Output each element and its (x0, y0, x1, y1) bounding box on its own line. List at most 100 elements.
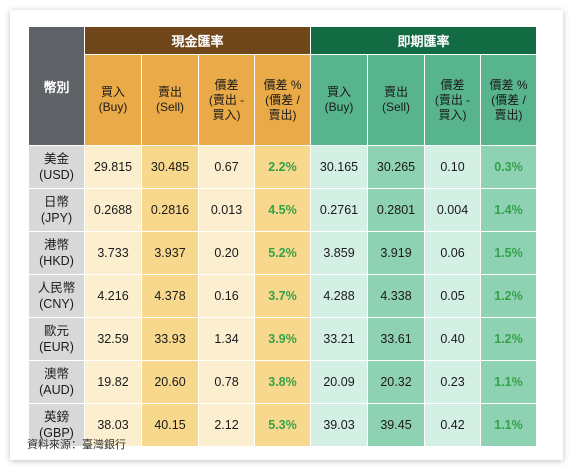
spot-buy-header: 買入 (Buy) (310, 54, 368, 146)
table-row: 日幣 (JPY) 0.2688 0.2816 0.013 4.5% 0.2761 0.2801… (28, 188, 537, 232)
data-source-note: 資料來源：臺灣銀行 (27, 438, 126, 451)
spot-spread-cell: 0.40 (424, 317, 481, 361)
spot-buy-cell: 20.09 (310, 360, 368, 404)
cash-spread-pct-cell: 3.8% (254, 360, 311, 404)
cash-spread-pct-cell: 3.7% (254, 274, 311, 318)
currency-name: 美金 (43, 152, 69, 166)
header-line: 賣出) (494, 107, 523, 122)
currency-name: 澳幣 (43, 367, 69, 381)
cash-spread-pct-cell: 3.9% (254, 317, 311, 361)
cash-sell-cell: 4.378 (141, 274, 199, 318)
currency-cell: 歐元 (EUR) (28, 317, 85, 361)
currency-name: 人民幣 (37, 281, 76, 295)
spot-spread-cell: 0.10 (424, 145, 481, 189)
cash-buy-header: 買入 (Buy) (84, 54, 142, 146)
spot-spread-cell: 0.42 (424, 403, 481, 447)
spot-buy-cell: 3.859 (310, 231, 368, 275)
table-row: 美金 (USD) 29.815 30.485 0.67 2.2% 30.165 30.265 0… (28, 145, 537, 189)
table-row: 澳幣 (AUD) 19.82 20.60 0.78 3.8% 20.09 20.32 0.23 1… (28, 360, 537, 404)
cash-buy-cell: 19.82 (84, 360, 142, 404)
spot-spread-cell: 0.23 (424, 360, 481, 404)
header-line: 買入 (326, 85, 351, 99)
header-line: 賣出 (383, 85, 408, 99)
spot-spread-pct-cell: 0.3% (480, 145, 537, 189)
cash-spread-pct-cell: 4.5% (254, 188, 311, 232)
spot-spread-pct-header: 價差 % (價差 / 賣出) (480, 54, 537, 146)
currency-name: 港幣 (43, 238, 69, 252)
cash-spread-cell: 1.34 (198, 317, 255, 361)
cash-sell-cell: 3.937 (141, 231, 199, 275)
cash-spread-cell: 2.12 (198, 403, 255, 447)
spot-sell-header: 賣出 (Sell) (367, 54, 425, 146)
currency-code: (AUD) (39, 383, 74, 397)
header-line: 價差 % (489, 77, 528, 92)
spot-spread-pct-cell: 1.2% (480, 274, 537, 318)
currency-cell: 人民幣 (CNY) (28, 274, 85, 318)
spot-rate-header: 即期匯率 (310, 26, 537, 55)
spot-spread-pct-cell: 1.5% (480, 231, 537, 275)
header-line: (賣出 - (208, 92, 245, 107)
header-line: 賣出 (157, 85, 182, 99)
spot-sell-cell: 30.265 (367, 145, 425, 189)
cash-buy-cell: 32.59 (84, 317, 142, 361)
cash-sell-cell: 40.15 (141, 403, 199, 447)
spot-buy-cell: 30.165 (310, 145, 368, 189)
table-row: 人民幣 (CNY) 4.216 4.378 0.16 3.7% 4.288 4.338 0.05… (28, 274, 537, 318)
currency-code: (HKD) (39, 254, 74, 268)
header-line: (價差 / (265, 92, 300, 107)
cash-spread-pct-cell: 5.2% (254, 231, 311, 275)
header-line: (Buy) (98, 100, 128, 114)
cash-spread-pct-cell: 5.3% (254, 403, 311, 447)
spot-sell-cell: 39.45 (367, 403, 425, 447)
cash-spread-cell: 0.16 (198, 274, 255, 318)
spot-spread-header: 價差 (賣出 - 買入) (424, 54, 481, 146)
currency-cell: 美金 (USD) (28, 145, 85, 189)
cash-spread-header: 價差 (賣出 - 買入) (198, 54, 255, 146)
header-line: 賣出) (268, 107, 297, 122)
cash-buy-cell: 0.2688 (84, 188, 142, 232)
cash-sell-cell: 20.60 (141, 360, 199, 404)
header-line: 買入) (438, 107, 467, 122)
currency-cell: 英鎊 (GBP) (28, 403, 85, 447)
header-line: (價差 / (491, 92, 526, 107)
header-line: 買入) (212, 107, 241, 122)
header-line: 價差 (440, 77, 465, 92)
spot-spread-cell: 0.004 (424, 188, 481, 232)
rate-table-card: 幣別 現金匯率 即期匯率 買入 (Buy) 賣出 (Sell) 價差 (賣出 - 買入) 價差… (10, 10, 563, 460)
currency-code: (EUR) (39, 340, 74, 354)
currency-cell: 日幣 (JPY) (28, 188, 85, 232)
header-line: (Sell) (381, 100, 410, 114)
spot-sell-cell: 33.61 (367, 317, 425, 361)
spot-spread-pct-cell: 1.1% (480, 360, 537, 404)
spot-spread-pct-cell: 1.2% (480, 317, 537, 361)
currency-code: (GBP) (39, 426, 74, 440)
cash-spread-cell: 0.78 (198, 360, 255, 404)
currency-code: (CNY) (39, 297, 74, 311)
cash-buy-cell: 4.216 (84, 274, 142, 318)
cash-sell-cell: 0.2816 (141, 188, 199, 232)
cash-spread-cell: 0.67 (198, 145, 255, 189)
currency-name: 日幣 (43, 195, 69, 209)
cash-spread-cell: 0.20 (198, 231, 255, 275)
table-row: 港幣 (HKD) 3.733 3.937 0.20 5.2% 3.859 3.919 0.06 1… (28, 231, 537, 275)
spot-sell-cell: 20.32 (367, 360, 425, 404)
spot-spread-cell: 0.05 (424, 274, 481, 318)
spot-buy-cell: 0.2761 (310, 188, 368, 232)
exchange-rate-table: 幣別 現金匯率 即期匯率 買入 (Buy) 賣出 (Sell) 價差 (賣出 - 買入) 價差… (28, 26, 537, 447)
cash-sell-cell: 33.93 (141, 317, 199, 361)
header-line: 價差 % (263, 77, 302, 92)
currency-name: 英鎊 (43, 410, 69, 424)
spot-spread-pct-cell: 1.1% (480, 403, 537, 447)
currency-cell: 澳幣 (AUD) (28, 360, 85, 404)
cash-spread-cell: 0.013 (198, 188, 255, 232)
spot-sell-cell: 3.919 (367, 231, 425, 275)
cash-sell-header: 賣出 (Sell) (141, 54, 199, 146)
spot-sell-cell: 4.338 (367, 274, 425, 318)
spot-spread-cell: 0.06 (424, 231, 481, 275)
cash-spread-pct-cell: 2.2% (254, 145, 311, 189)
table-row: 歐元 (EUR) 32.59 33.93 1.34 3.9% 33.21 33.61 0.40 1… (28, 317, 537, 361)
header-line: (Sell) (155, 100, 184, 114)
cash-buy-cell: 3.733 (84, 231, 142, 275)
spot-buy-cell: 33.21 (310, 317, 368, 361)
table-row: 英鎊 (GBP) 38.03 40.15 2.12 5.3% 39.03 39.45 0.42 1… (28, 403, 537, 447)
